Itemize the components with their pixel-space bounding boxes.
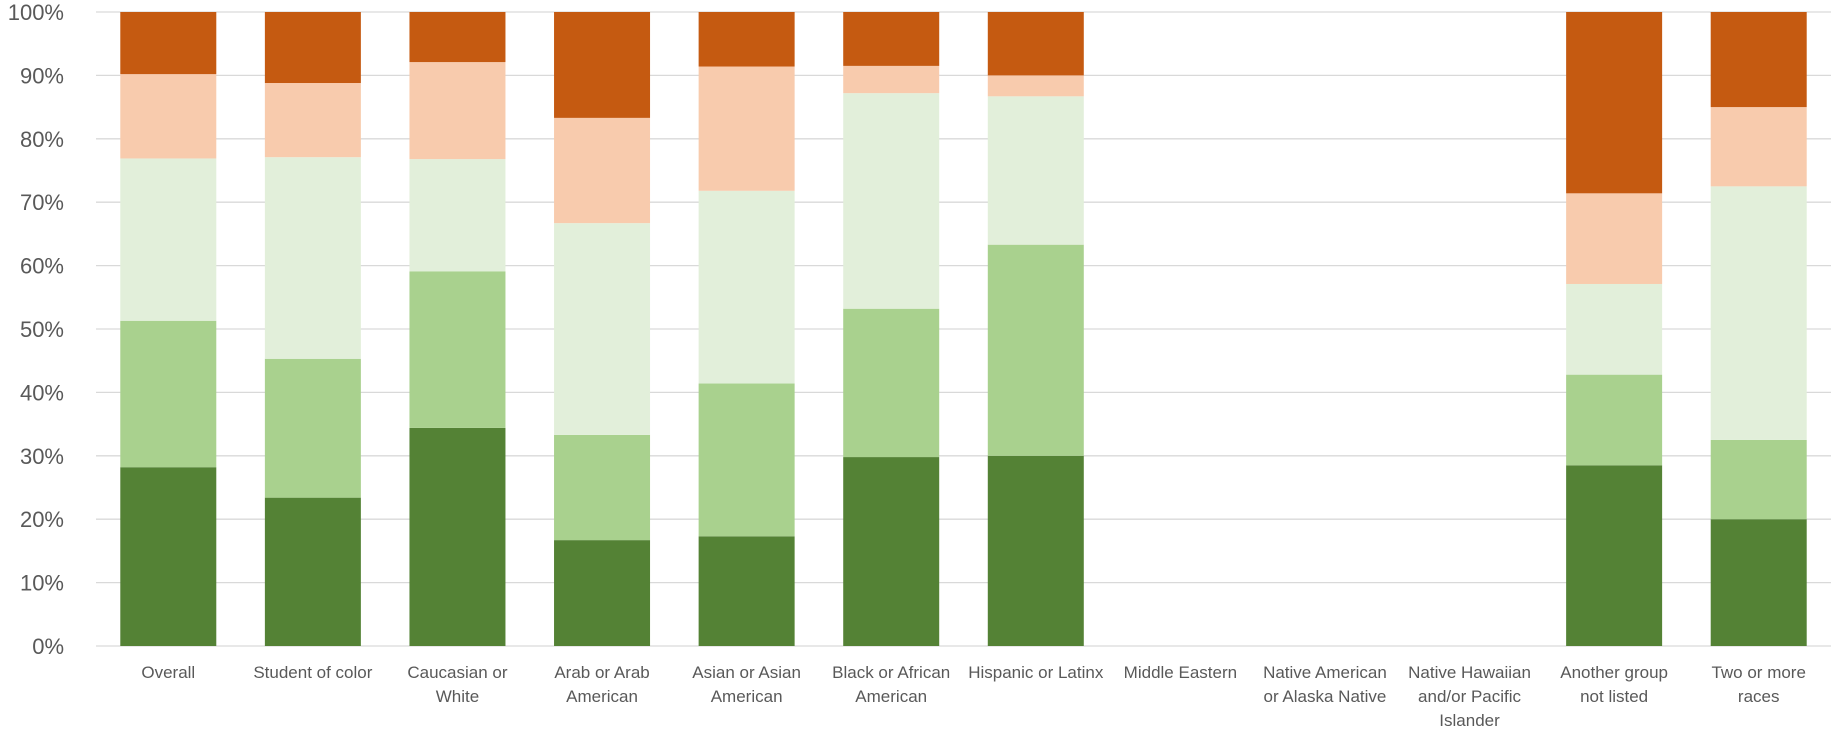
bar-segment [120,12,217,75]
bar-segment [554,434,651,541]
x-category-label: and/or Pacific [1418,687,1521,706]
bar-segment [843,93,940,309]
bar-segment [264,497,361,646]
y-tick-label: 70% [20,190,64,215]
bars [120,12,1807,646]
bar-segment [409,427,506,646]
bar-segment [554,117,651,224]
x-category-label: American [711,687,783,706]
bar-segment [120,74,217,159]
bar-segment [1566,374,1663,466]
bar-segment [698,12,795,67]
x-category-label: Caucasian or [407,663,508,682]
x-category-label: American [566,687,638,706]
x-category-label: Asian or Asian [692,663,801,682]
bar-segment [264,157,361,359]
y-tick-label: 90% [20,63,64,88]
bar-segment [698,190,795,384]
bar-segment [1566,283,1663,375]
bar-segment [554,540,651,646]
x-axis: Overall Student of color Caucasian or White… [141,663,1806,730]
bar-segment [554,223,651,435]
bar-segment [120,158,217,321]
x-category-label: Hispanic or Latinx [968,663,1104,682]
bar-segment [554,12,651,118]
bar-segment [1566,465,1663,646]
y-tick-label: 30% [20,444,64,469]
x-category-label: Black or African [832,663,950,682]
x-category-label: White [436,687,479,706]
y-tick-label: 50% [20,317,64,342]
x-category-label: not listed [1580,687,1648,706]
bar-segment [409,12,506,63]
x-category-label: or Alaska Native [1264,687,1387,706]
bar-segment [1710,439,1807,520]
y-tick-label: 80% [20,127,64,152]
bar-segment [1566,193,1663,284]
y-tick-label: 40% [20,380,64,405]
bar-segment [843,457,940,646]
x-category-label: Native American [1263,663,1387,682]
bar-segment [843,12,940,66]
x-category-label: Another group [1560,663,1668,682]
bar-segment [120,467,217,646]
bar-segment [843,308,940,458]
bar-segment [1710,519,1807,646]
bar-segment [264,358,361,498]
y-tick-label: 60% [20,254,64,279]
bar-segment [1710,186,1807,440]
bar-segment [264,12,361,84]
bar-segment [698,383,795,537]
bar-segment [409,271,506,428]
y-tick-label: 10% [20,571,64,596]
bar-segment [409,159,506,272]
bar-segment [264,83,361,158]
x-category-label: Overall [141,663,195,682]
bar-segment [987,75,1084,97]
y-tick-label: 20% [20,507,64,532]
bar-segment [698,536,795,646]
x-category-label: Arab or Arab [554,663,649,682]
bar-segment [987,455,1084,646]
bar-segment [1710,12,1807,108]
bar-segment [987,12,1084,76]
y-tick-label: 0% [32,634,64,659]
x-category-label: Two or more [1711,663,1805,682]
y-tick-label: 100% [8,0,64,25]
x-category-label: Islander [1439,711,1500,730]
bar-segment [843,65,940,94]
x-category-label: Student of color [253,663,372,682]
bar-segment [120,320,217,468]
bar-segment [1710,107,1807,187]
bar-segment [987,96,1084,245]
x-category-label: American [855,687,927,706]
bar-segment [698,66,795,191]
bar-segment [987,244,1084,456]
bar-segment [1566,12,1663,194]
x-category-label: Middle Eastern [1124,663,1237,682]
bar-segment [409,62,506,160]
y-axis: 0% 10% 20% 30% 40% 50% 60% 70% 80% 90% 100% [8,0,64,659]
x-category-label: Native Hawaiian [1408,663,1531,682]
x-category-label: races [1738,687,1780,706]
gridlines [96,11,1831,647]
